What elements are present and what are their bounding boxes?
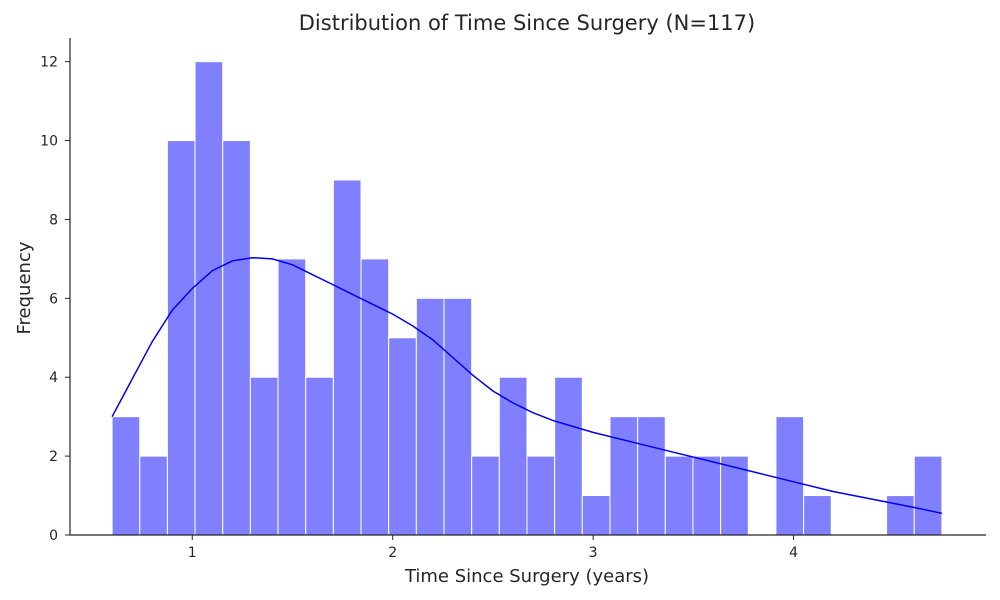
y-tick-label: 12 [40,55,58,71]
histogram-bar [637,416,666,536]
x-tick-label: 1 [188,545,197,561]
y-tick-label: 2 [49,449,58,465]
histogram-bar [913,455,943,536]
kde-group [111,256,943,515]
y-tick-label: 8 [49,212,58,228]
y-axis-label: Frequency [14,241,35,334]
y-tick-label: 6 [49,291,58,307]
histogram-bar [139,455,168,536]
x-axis-label: Time Since Surgery (years) [404,566,649,587]
histogram-bar [249,376,279,536]
x-tick-label: 2 [388,545,397,561]
histogram-bar [305,376,334,536]
histogram-bar [664,455,694,536]
histogram-bar [803,495,832,536]
histogram-bar [194,61,224,536]
y-ticks: 0 2 4 6 8 10 12 [40,55,70,544]
histogram-bar [554,376,583,536]
histogram-bar [166,140,196,536]
histogram-bar [111,416,141,536]
kde-line [111,256,943,515]
histogram-bar [443,297,473,536]
histogram-bar [332,179,362,536]
histogram-bar [609,416,639,536]
histogram-bar [388,337,417,536]
histogram-bar [498,376,528,536]
histogram-bar [581,495,611,536]
x-tick-label: 4 [789,545,798,561]
histogram-bar [692,455,722,536]
x-ticks: 1 2 3 4 [188,535,798,561]
histogram-bar [415,297,445,536]
y-tick-label: 10 [40,134,58,150]
bars-group [111,61,943,536]
histogram-bar [222,140,251,536]
chart-title: Distribution of Time Since Surgery (N=11… [299,11,755,35]
y-tick-label: 4 [49,370,58,386]
histogram-bar [277,258,307,536]
x-tick-label: 3 [589,545,598,561]
y-tick-label: 0 [49,528,58,544]
histogram-bar [526,455,556,536]
histogram-bar [471,455,500,536]
histogram-bar [775,416,805,536]
histogram-bar [886,495,915,536]
